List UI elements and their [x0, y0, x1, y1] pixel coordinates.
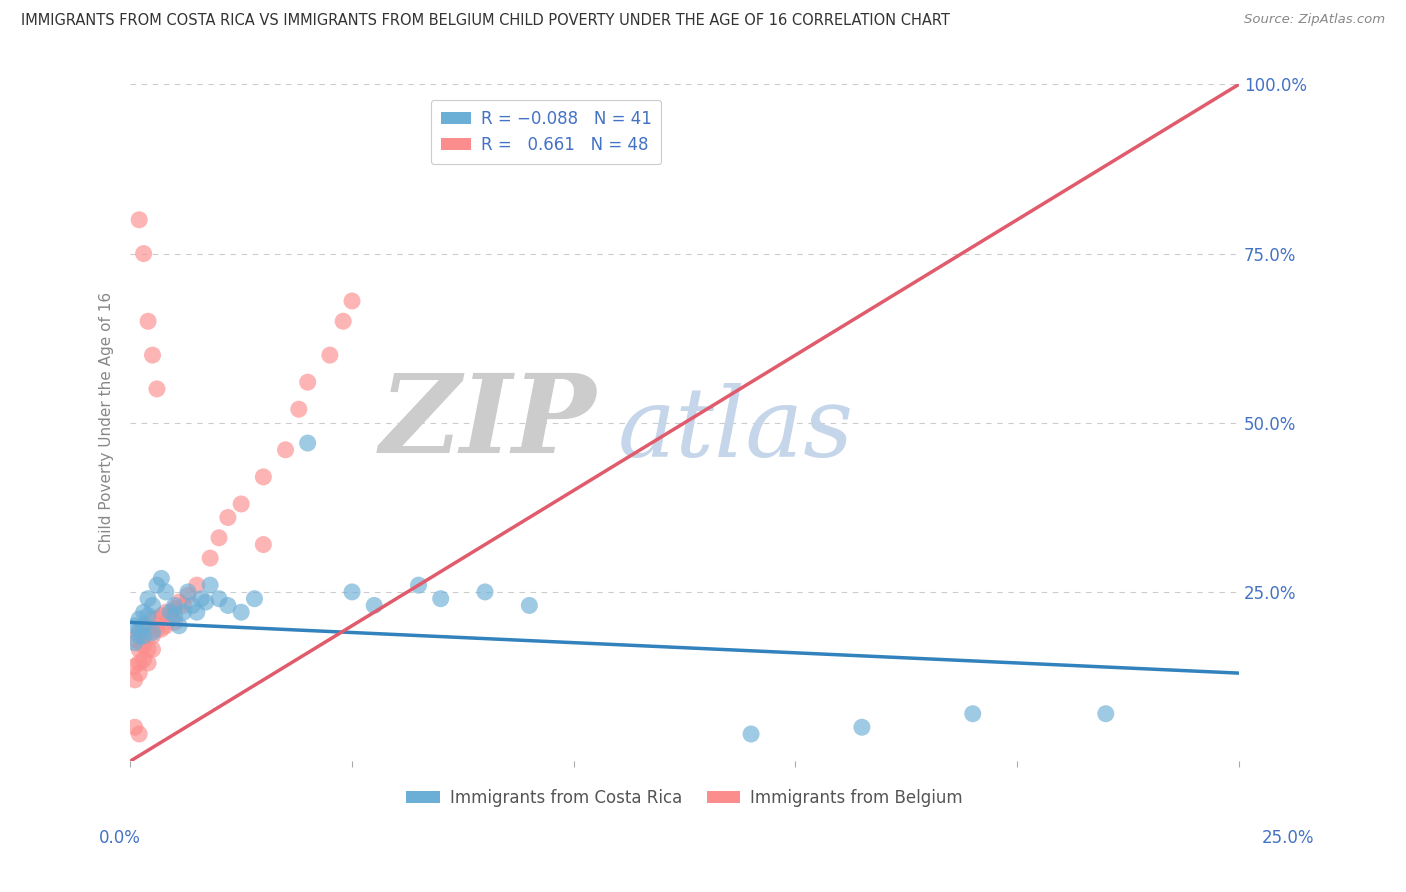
Point	[128, 612, 150, 626]
Point	[208, 591, 231, 606]
Point	[252, 470, 274, 484]
Point	[198, 578, 221, 592]
Point	[217, 599, 239, 613]
Point	[159, 605, 181, 619]
Text: Source: ZipAtlas.com: Source: ZipAtlas.com	[1244, 13, 1385, 27]
Point	[332, 314, 354, 328]
Point	[141, 612, 163, 626]
Point	[146, 382, 169, 396]
Point	[128, 642, 150, 657]
Point	[132, 619, 155, 633]
Point	[243, 591, 266, 606]
Point	[962, 706, 984, 721]
Point	[136, 642, 159, 657]
Point	[136, 625, 159, 640]
Point	[146, 612, 169, 626]
Point	[274, 442, 297, 457]
Point	[181, 599, 204, 613]
Point	[124, 659, 146, 673]
Point	[136, 314, 159, 328]
Point	[128, 656, 150, 670]
Y-axis label: Child Poverty Under the Age of 16: Child Poverty Under the Age of 16	[100, 293, 114, 553]
Point	[128, 212, 150, 227]
Point	[297, 375, 319, 389]
Point	[159, 608, 181, 623]
Point	[141, 625, 163, 640]
Point	[150, 622, 173, 636]
Point	[186, 578, 208, 592]
Point	[150, 608, 173, 623]
Point	[132, 652, 155, 666]
Point	[186, 605, 208, 619]
Text: atlas: atlas	[619, 383, 855, 476]
Point	[150, 571, 173, 585]
Point	[163, 615, 186, 630]
Point	[173, 605, 195, 619]
Point	[128, 629, 150, 643]
Point	[173, 599, 195, 613]
Point	[319, 348, 342, 362]
Point	[363, 599, 385, 613]
Point	[136, 608, 159, 623]
Point	[132, 605, 155, 619]
Text: 25.0%: 25.0%	[1263, 829, 1315, 847]
Point	[1094, 706, 1116, 721]
Point	[740, 727, 762, 741]
Point	[474, 585, 496, 599]
Point	[124, 720, 146, 734]
Point	[408, 578, 430, 592]
Point	[155, 585, 177, 599]
Point	[288, 402, 311, 417]
Point	[124, 619, 146, 633]
Point	[167, 595, 190, 609]
Text: 0.0%: 0.0%	[98, 829, 141, 847]
Point	[340, 293, 363, 308]
Legend: Immigrants from Costa Rica, Immigrants from Belgium: Immigrants from Costa Rica, Immigrants f…	[399, 782, 970, 814]
Point	[163, 602, 186, 616]
Point	[128, 727, 150, 741]
Point	[208, 531, 231, 545]
Point	[163, 599, 186, 613]
Point	[167, 619, 190, 633]
Point	[128, 666, 150, 681]
Point	[136, 656, 159, 670]
Point	[124, 635, 146, 649]
Point	[124, 673, 146, 687]
Point	[163, 608, 186, 623]
Point	[198, 551, 221, 566]
Point	[177, 588, 200, 602]
Point	[146, 622, 169, 636]
Text: ZIP: ZIP	[380, 369, 596, 476]
Point	[141, 629, 163, 643]
Point	[141, 599, 163, 613]
Point	[217, 510, 239, 524]
Point	[141, 642, 163, 657]
Point	[132, 629, 155, 643]
Point	[132, 619, 155, 633]
Point	[231, 497, 253, 511]
Point	[146, 578, 169, 592]
Point	[124, 632, 146, 647]
Point	[177, 585, 200, 599]
Point	[252, 537, 274, 551]
Point	[429, 591, 451, 606]
Point	[132, 246, 155, 260]
Point	[155, 605, 177, 619]
Point	[231, 605, 253, 619]
Point	[190, 591, 212, 606]
Point	[519, 599, 541, 613]
Point	[155, 619, 177, 633]
Text: IMMIGRANTS FROM COSTA RICA VS IMMIGRANTS FROM BELGIUM CHILD POVERTY UNDER THE AG: IMMIGRANTS FROM COSTA RICA VS IMMIGRANTS…	[21, 13, 950, 29]
Point	[297, 436, 319, 450]
Point	[141, 348, 163, 362]
Point	[136, 591, 159, 606]
Point	[340, 585, 363, 599]
Point	[132, 639, 155, 653]
Point	[851, 720, 873, 734]
Point	[128, 622, 150, 636]
Point	[128, 625, 150, 640]
Point	[194, 595, 217, 609]
